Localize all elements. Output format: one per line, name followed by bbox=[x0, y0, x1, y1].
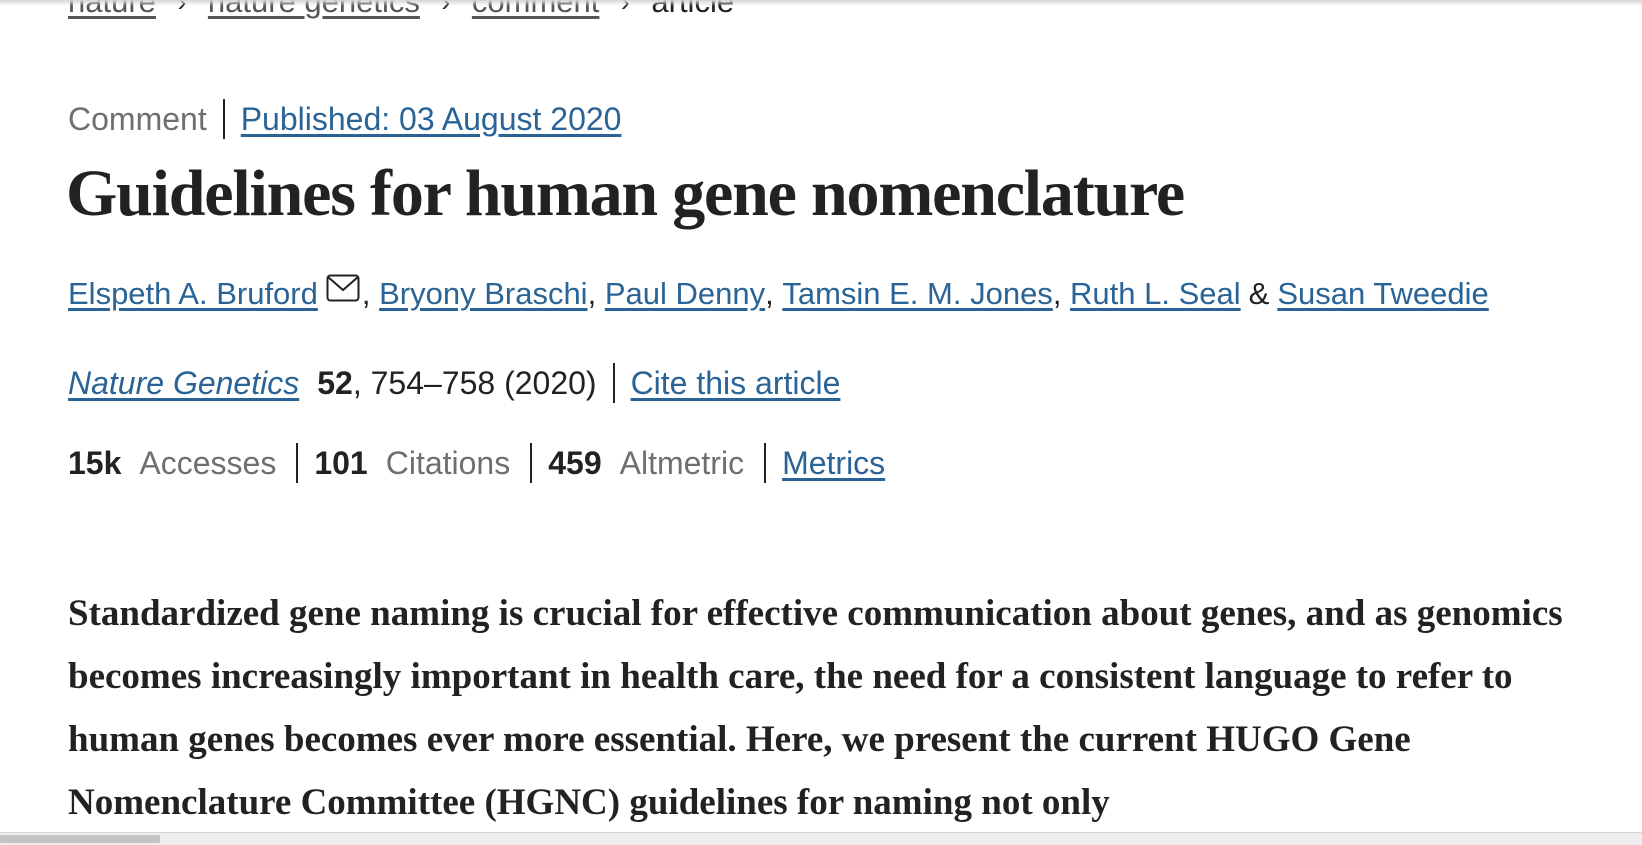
author-separator: , bbox=[765, 276, 783, 311]
author-separator: , bbox=[587, 276, 605, 311]
breadcrumb-separator-icon: › bbox=[177, 0, 187, 17]
article-standfirst: Standardized gene naming is crucial for … bbox=[68, 593, 1563, 823]
journal-link[interactable]: Nature Genetics bbox=[68, 364, 300, 401]
divider bbox=[222, 99, 225, 139]
metrics-link[interactable]: Metrics bbox=[782, 444, 886, 481]
accesses-count: 15k bbox=[68, 444, 122, 481]
mail-icon[interactable] bbox=[326, 274, 360, 302]
citations-count: 101 bbox=[314, 444, 368, 481]
accesses-label: Accesses bbox=[139, 444, 277, 481]
journal-pages-year: , 754–758 (2020) bbox=[352, 364, 597, 401]
author-separator: , bbox=[1052, 276, 1071, 311]
divider bbox=[530, 443, 533, 483]
citation-info: Nature Genetics 52 , 754–758 (2020) Cite… bbox=[68, 360, 840, 406]
divider bbox=[296, 443, 299, 483]
journal-volume: 52 bbox=[317, 364, 353, 401]
author-link[interactable]: Tamsin E. M. Jones bbox=[782, 276, 1053, 311]
article-header-meta: Comment Published: 03 August 2020 bbox=[68, 96, 621, 142]
breadcrumb-separator-icon: › bbox=[621, 0, 630, 17]
top-shadow bbox=[0, 0, 1642, 6]
scrollbar-thumb[interactable] bbox=[0, 835, 160, 843]
author-link[interactable]: Susan Tweedie bbox=[1277, 276, 1489, 311]
author-link[interactable]: Ruth L. Seal bbox=[1070, 276, 1241, 311]
horizontal-scrollbar[interactable] bbox=[0, 832, 1642, 845]
article-type: Comment bbox=[68, 100, 207, 137]
article-metrics: 15k Accesses 101 Citations 459 Altmetric… bbox=[68, 440, 885, 486]
divider bbox=[764, 443, 767, 483]
page-title: Guidelines for human gene nomenclature bbox=[66, 157, 1185, 230]
author-link[interactable]: Elspeth A. Bruford bbox=[68, 276, 318, 311]
published-date-link[interactable]: Published: 03 August 2020 bbox=[240, 100, 622, 137]
altmetric-score: 459 bbox=[548, 444, 602, 481]
divider bbox=[612, 363, 615, 403]
author-separator: , bbox=[361, 276, 380, 311]
author-ampersand: & bbox=[1248, 276, 1270, 311]
breadcrumb-separator-icon: › bbox=[441, 0, 451, 17]
cite-this-article-link[interactable]: Cite this article bbox=[630, 364, 841, 401]
author-list: Elspeth A. Bruford , Bryony Braschi, Pau… bbox=[68, 270, 1489, 318]
author-link[interactable]: Paul Denny bbox=[604, 276, 766, 311]
citations-label: Citations bbox=[385, 444, 511, 481]
altmetric-label: Altmetric bbox=[619, 444, 745, 481]
author-link[interactable]: Bryony Braschi bbox=[379, 276, 588, 311]
